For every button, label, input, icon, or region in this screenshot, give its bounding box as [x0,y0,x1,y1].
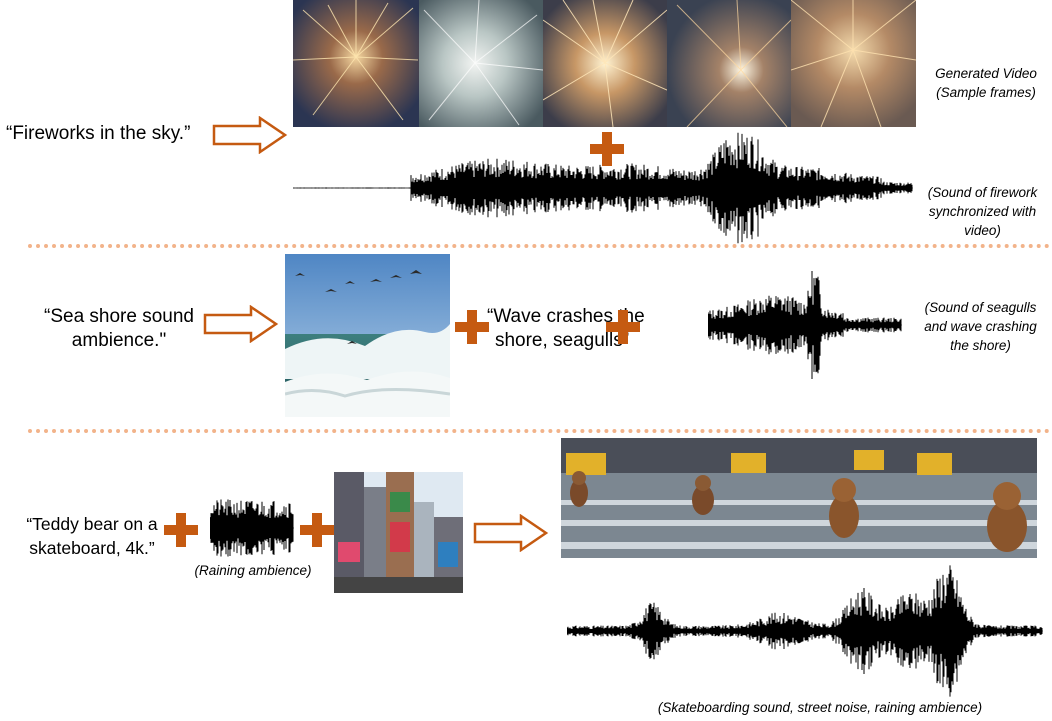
firework-frame-1 [293,0,419,127]
sea-shore-prompt: “Sea shore sound ambience." [30,305,208,353]
prompt-line: “Teddy bear on a [26,514,158,534]
caption-line: the shore) [950,338,1011,353]
plus-icon [455,310,489,344]
caption-line: Generated Video [935,66,1037,81]
raining-ambience-caption: (Raining ambience) [194,563,312,578]
generated-video-caption: Generated Video (Sample frames) [918,64,1052,102]
teddy-frame-3 [799,438,917,558]
skateboard-audio-waveform [567,565,1043,697]
teddy-bear-prompt: “Teddy bear on a skateboard, 4k.” [12,512,172,560]
plus-icon [590,132,624,166]
caption-line: (Sound of firework [927,185,1038,200]
seashore-audio-waveform [708,271,902,379]
teddy-frame-4 [917,438,1037,558]
seashore-image [285,254,450,417]
caption-line: and wave crashing [924,319,1037,334]
prompt-line: shore, seagulls” [494,330,630,351]
seashore-audio-caption: (Sound of seagulls and wave crashing the… [908,298,1052,355]
firework-audio-caption: (Sound of firework synchronized with vid… [910,183,1052,240]
prompt-line: skateboard, 4k.” [29,538,155,558]
teddy-frame-1 [561,438,681,558]
firework-frame-4 [667,0,791,127]
wave-crashes-prompt: “Wave crashes the shore, seagulls” [487,305,645,353]
caption-line: (Sound of seagulls [924,300,1037,315]
prompt-line: ambience." [71,330,167,351]
arrow-right-icon [473,514,549,552]
teddy-frame-2 [681,438,799,558]
times-square-image [334,472,463,593]
plus-icon [164,513,198,547]
firework-frame-2 [419,0,543,127]
prompt-line: “Sea shore sound [44,306,194,327]
plus-icon [606,310,640,344]
rain-audio-waveform [210,499,294,557]
plus-icon [300,513,334,547]
section-divider [28,429,1050,433]
caption-line: synchronized with [928,204,1037,219]
caption-line: (Sample frames) [936,85,1036,100]
skateboard-audio-caption: (Skateboarding sound, street noise, rain… [657,700,983,715]
caption-line: video) [964,223,1001,238]
firework-audio-waveform [293,132,913,244]
section-divider [28,244,1050,248]
arrow-right-icon [212,116,288,154]
fireworks-prompt: “Fireworks in the sky.” [6,123,191,144]
firework-frame-5 [791,0,916,127]
arrow-right-icon [203,305,279,343]
firework-frame-3 [543,0,667,127]
prompt-line: “Wave crashes the [487,306,645,327]
